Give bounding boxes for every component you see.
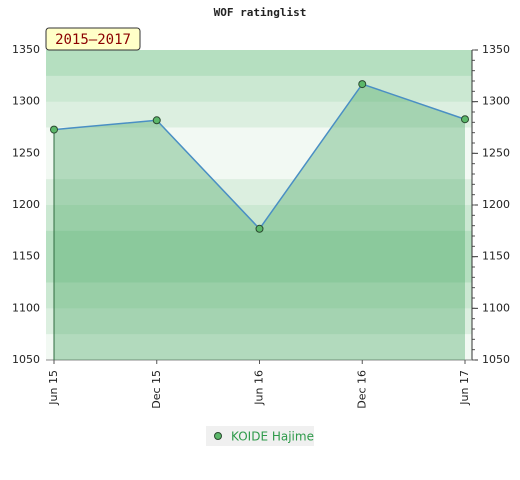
background-band [46, 75, 472, 103]
x-tick-label: Jun 16 [253, 370, 266, 406]
background-band [46, 230, 472, 258]
y-tick-label: 1300 [12, 95, 40, 108]
y2-tick-label: 1100 [482, 301, 510, 314]
background-band [46, 334, 472, 361]
background-band [46, 153, 472, 180]
background-band [46, 179, 472, 206]
point [461, 115, 469, 124]
x-tick-label: Jun 17 [458, 370, 471, 406]
y2-tick-label: 1050 [482, 353, 510, 366]
background-band [46, 282, 472, 309]
point [50, 125, 58, 134]
legend-marker [214, 432, 222, 440]
area [54, 84, 465, 360]
background-band [46, 256, 472, 283]
plot-area [46, 50, 472, 361]
y2-tick-label: 1200 [482, 198, 510, 211]
y-tick-label: 1050 [12, 353, 40, 366]
point [152, 116, 161, 125]
y2-tick-label: 1150 [482, 250, 510, 263]
chart-title: WOF ratinglist [214, 6, 307, 19]
background-band [46, 50, 472, 77]
background-band [46, 308, 472, 335]
badge-box [45, 27, 141, 51]
y-tick-label: 1250 [12, 146, 40, 159]
y-tick-label: 1200 [12, 198, 40, 211]
x-tick-label: Dec 16 [355, 370, 368, 409]
y2-tick-label: 1300 [482, 95, 510, 108]
point [358, 80, 367, 89]
y-tick-label: 1150 [12, 250, 40, 263]
x-tick-label: Jun 15 [47, 370, 60, 406]
badge: 2015–2017 [55, 32, 131, 48]
background-band [46, 127, 472, 154]
x-tick-label: Dec 15 [150, 370, 163, 409]
y-tick-label: 1100 [12, 301, 40, 314]
legend-label: KOIDE Hajime [231, 430, 314, 444]
y-tick-label: 1350 [12, 43, 40, 56]
legend-box [206, 426, 314, 446]
point [255, 224, 264, 233]
y2-tick-label: 1250 [482, 146, 510, 159]
y2-tick-label: 1350 [482, 43, 510, 56]
